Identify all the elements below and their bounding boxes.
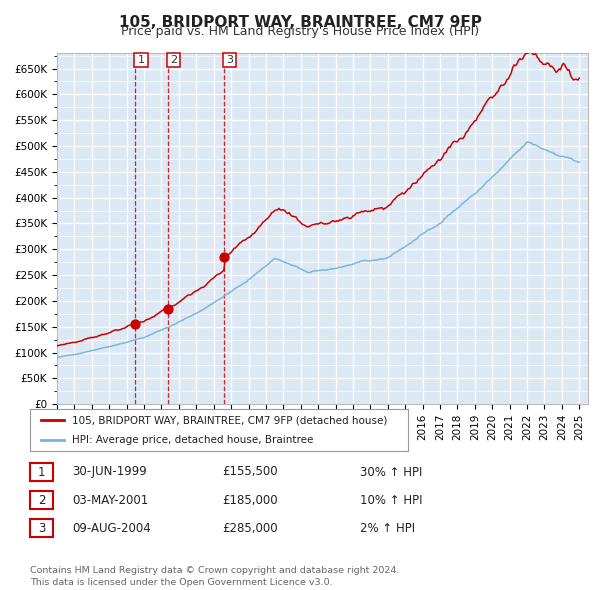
Text: 30% ↑ HPI: 30% ↑ HPI bbox=[360, 466, 422, 478]
Text: Price paid vs. HM Land Registry's House Price Index (HPI): Price paid vs. HM Land Registry's House … bbox=[121, 25, 479, 38]
FancyBboxPatch shape bbox=[134, 53, 148, 67]
Text: 03-MAY-2001: 03-MAY-2001 bbox=[72, 494, 148, 507]
Text: 30-JUN-1999: 30-JUN-1999 bbox=[72, 466, 147, 478]
Text: Contains HM Land Registry data © Crown copyright and database right 2024.
This d: Contains HM Land Registry data © Crown c… bbox=[30, 566, 400, 587]
Text: 3: 3 bbox=[226, 55, 233, 65]
Text: £185,000: £185,000 bbox=[222, 494, 278, 507]
Text: £285,000: £285,000 bbox=[222, 522, 278, 535]
Text: 1: 1 bbox=[38, 466, 45, 478]
Text: 3: 3 bbox=[38, 522, 45, 535]
FancyBboxPatch shape bbox=[223, 53, 236, 67]
Text: 10% ↑ HPI: 10% ↑ HPI bbox=[360, 494, 422, 507]
Text: 2% ↑ HPI: 2% ↑ HPI bbox=[360, 522, 415, 535]
Text: 105, BRIDPORT WAY, BRAINTREE, CM7 9FP (detached house): 105, BRIDPORT WAY, BRAINTREE, CM7 9FP (d… bbox=[71, 415, 387, 425]
Point bbox=[163, 304, 173, 313]
Text: 1: 1 bbox=[137, 55, 145, 65]
Point bbox=[131, 319, 140, 329]
Text: HPI: Average price, detached house, Braintree: HPI: Average price, detached house, Brai… bbox=[71, 435, 313, 445]
FancyBboxPatch shape bbox=[167, 53, 180, 67]
Text: £155,500: £155,500 bbox=[222, 466, 278, 478]
Text: 105, BRIDPORT WAY, BRAINTREE, CM7 9FP: 105, BRIDPORT WAY, BRAINTREE, CM7 9FP bbox=[119, 15, 481, 30]
Text: 09-AUG-2004: 09-AUG-2004 bbox=[72, 522, 151, 535]
Text: 2: 2 bbox=[38, 494, 45, 507]
Text: 2: 2 bbox=[170, 55, 177, 65]
Point bbox=[220, 253, 229, 262]
